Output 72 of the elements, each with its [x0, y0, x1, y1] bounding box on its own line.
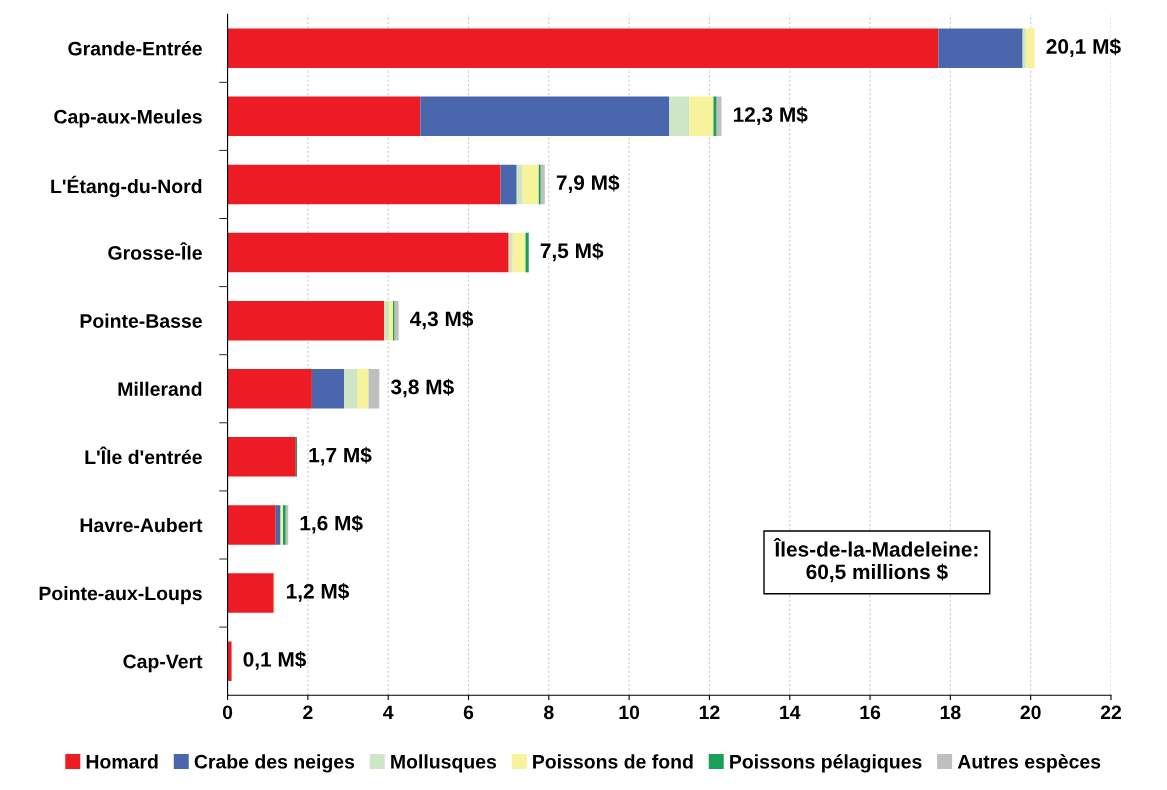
bar: [227, 164, 501, 205]
bar: [227, 28, 939, 69]
bar: [1025, 28, 1035, 69]
bar: [713, 96, 717, 137]
y-tick-label: Millerand: [118, 381, 202, 396]
x-tick-label: 16: [860, 705, 881, 720]
bar: [420, 96, 670, 137]
x-tick-label: 18: [940, 705, 961, 720]
bar: [227, 96, 421, 137]
y-tick-label: L'Île d'entrée: [85, 446, 202, 465]
legend-label: Crabe des neiges: [194, 754, 355, 773]
y-tick-label: Cap-Vert: [123, 654, 203, 673]
x-tick-label: 10: [619, 705, 640, 720]
bar: [500, 164, 517, 205]
total-label: 20,1 M$: [1046, 38, 1121, 57]
legend-label: Poissons de fond: [533, 754, 693, 769]
y-tick-label: L'Étang-du-Nord: [51, 175, 202, 198]
total-label: 7,5 M$: [540, 242, 604, 262]
bar: [275, 505, 281, 545]
total-label: 3,8 M$: [390, 378, 454, 398]
legend-label: Poissons pélagiques: [730, 754, 922, 773]
bar: [394, 300, 399, 341]
bar: [1022, 28, 1026, 69]
bar: [368, 369, 380, 409]
y-tick-label: Pointe-aux-Loups: [39, 586, 202, 605]
annotation: Îles-de-la-Madeleine: 60,5 millions $: [773, 537, 978, 583]
x-tick-label: 12: [699, 705, 720, 720]
bar: [227, 641, 232, 681]
bar: [522, 164, 539, 205]
bar: [525, 232, 529, 273]
total-label: 1,2 M$: [286, 582, 350, 602]
x-tick-label: 6: [463, 705, 474, 720]
legend-label: Mollusques: [391, 754, 497, 773]
legend-label: Autres espèces: [957, 754, 1101, 773]
total-label: 0,1 M$: [243, 651, 307, 670]
bar: [388, 300, 394, 341]
y-tick-label: Grande-Entrée: [68, 41, 202, 56]
bar: [384, 300, 389, 341]
bar: [227, 369, 312, 409]
bar: [508, 232, 513, 273]
legend-label: Homard: [86, 754, 158, 769]
x-tick-label: 20: [1020, 705, 1041, 720]
y-tick-label: Havre-Aubert: [80, 517, 203, 533]
bar: [538, 164, 541, 205]
bar: [227, 437, 296, 477]
bar: [227, 505, 276, 545]
total-label: 4,3 M$: [410, 310, 474, 330]
bar: [357, 369, 369, 409]
x-tick-label: 22: [1100, 705, 1122, 720]
x-tick-label: 8: [544, 705, 554, 720]
y-tick-label: Pointe-Basse: [80, 313, 202, 328]
x-tick-label: 4: [383, 705, 394, 720]
bar: [689, 96, 714, 137]
bar: [311, 369, 345, 409]
total-label: 1,6 M$: [300, 514, 363, 534]
bar: [512, 232, 526, 273]
bar: [227, 300, 385, 341]
y-tick-label: Cap-aux-Meules: [54, 109, 202, 128]
bar: [669, 96, 690, 137]
bar: [227, 232, 509, 273]
x-tick-label: 14: [780, 705, 801, 720]
total-label: 12,3 M$: [733, 106, 808, 125]
bar: [516, 164, 523, 205]
bar: [938, 28, 1023, 69]
total-label: 1,7 M$: [309, 446, 372, 466]
bar: [540, 164, 545, 205]
x-tick-label: 2: [303, 705, 313, 720]
bar: [227, 573, 274, 613]
bar: [344, 369, 358, 409]
total-label: 7,9 M$: [556, 174, 620, 194]
x-tick-label: 0: [222, 705, 233, 720]
y-tick-label: Grosse-Île: [108, 242, 202, 260]
